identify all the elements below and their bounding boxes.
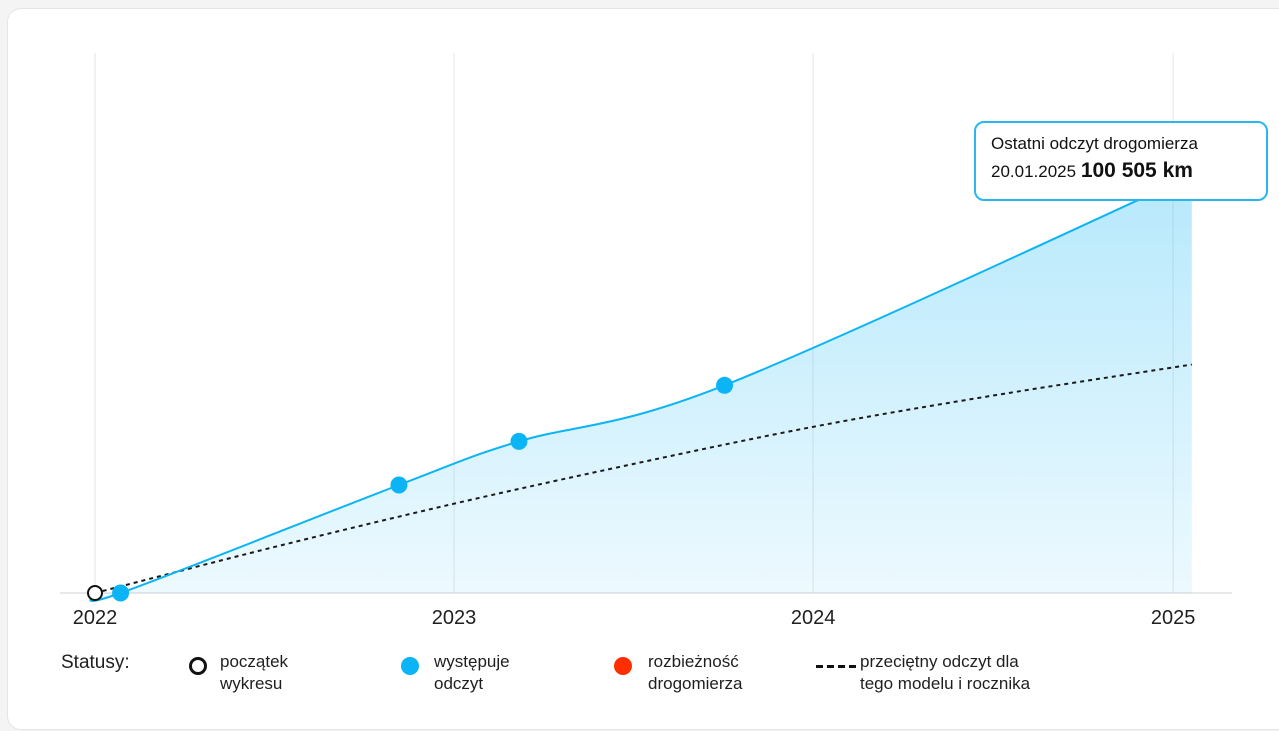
series-lines xyxy=(89,174,1193,602)
callout-value: 100 505 km xyxy=(1080,159,1193,182)
reading-point xyxy=(716,376,734,394)
x-axis-ticks: 2022 2023 2024 2025 xyxy=(73,607,1196,629)
reading-point xyxy=(390,476,408,494)
start-point xyxy=(87,585,103,601)
reading-point xyxy=(510,432,528,450)
x-tick-label: 2022 xyxy=(73,607,118,629)
area-fill xyxy=(90,175,1192,601)
callout-title: Ostatni odczyt drogomierza xyxy=(991,134,1198,153)
series-area xyxy=(90,175,1192,601)
reading-point xyxy=(112,584,130,602)
x-tick-label: 2025 xyxy=(1151,607,1196,629)
last-reading-callout: Ostatni odczyt drogomierza 20.01.2025 10… xyxy=(974,121,1268,201)
series-line xyxy=(89,174,1193,602)
x-tick-label: 2023 xyxy=(432,607,477,629)
average-line xyxy=(94,363,1192,594)
x-tick-label: 2024 xyxy=(791,607,836,629)
callout-date: 20.01.2025 xyxy=(991,162,1077,181)
